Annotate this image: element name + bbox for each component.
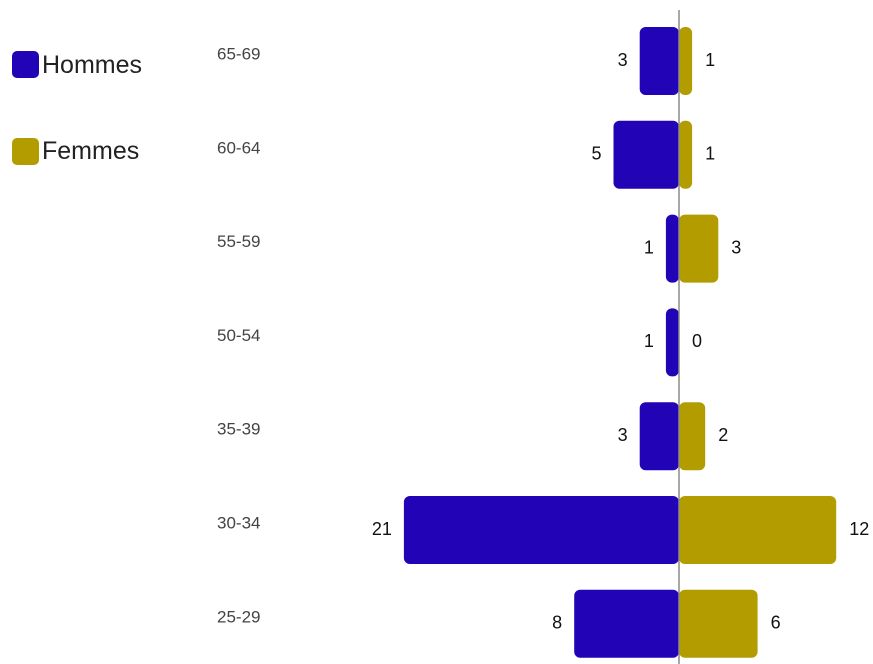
value-label-hommes: 21 <box>372 519 392 539</box>
bar-femmes <box>679 402 706 471</box>
category-label: 25-29 <box>217 607 260 626</box>
legend: Hommes Femmes <box>12 51 142 165</box>
bar-femmes <box>679 27 693 95</box>
bar-hommes <box>613 120 679 189</box>
category-label: 35-39 <box>217 420 260 439</box>
legend-swatch-hommes <box>12 51 39 78</box>
category-labels: 65-69 60-64 55-59 50-54 35-39 30-34 25-29 <box>217 44 260 626</box>
bar-hommes <box>665 308 679 377</box>
category-label: 30-34 <box>217 513 260 532</box>
value-label-hommes: 1 <box>644 331 654 351</box>
value-label-femmes: 12 <box>849 519 869 539</box>
value-labels: 3 1 5 1 1 3 1 0 3 2 21 12 8 6 <box>372 50 869 633</box>
category-label: 55-59 <box>217 232 260 251</box>
value-label-hommes: 3 <box>618 425 628 445</box>
value-label-femmes: 1 <box>705 50 715 70</box>
bar-hommes <box>403 496 679 564</box>
legend-swatch-femmes <box>12 138 39 165</box>
value-label-hommes: 3 <box>618 50 628 70</box>
category-label: 50-54 <box>217 326 260 345</box>
bar-hommes <box>639 27 679 95</box>
bar-femmes <box>679 589 758 658</box>
bar-hommes <box>574 589 679 658</box>
bar-hommes <box>639 402 679 471</box>
value-label-hommes: 1 <box>644 237 654 257</box>
value-label-hommes: 5 <box>591 144 601 164</box>
category-label: 60-64 <box>217 138 260 157</box>
bar-femmes <box>679 496 837 564</box>
bar-femmes <box>679 214 719 283</box>
bar-hommes <box>665 214 679 283</box>
value-label-femmes: 3 <box>731 237 741 257</box>
value-label-femmes: 2 <box>718 425 728 445</box>
legend-label-femmes: Femmes <box>42 137 139 165</box>
bar-femmes <box>679 120 693 189</box>
legend-label-hommes: Hommes <box>42 51 142 79</box>
value-label-femmes: 0 <box>692 331 702 351</box>
value-label-hommes: 8 <box>552 613 562 633</box>
value-label-femmes: 1 <box>705 144 715 164</box>
category-label: 65-69 <box>217 44 260 63</box>
value-label-femmes: 6 <box>771 613 781 633</box>
bars <box>403 27 837 658</box>
